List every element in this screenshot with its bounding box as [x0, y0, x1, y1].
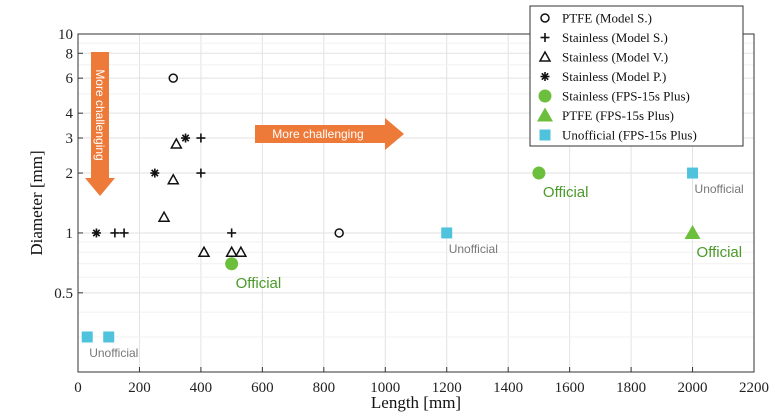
unofficial-annotation: Unofficial — [695, 182, 744, 196]
official-annotation: Official — [697, 244, 743, 261]
arrow-label-right: More challenging — [272, 127, 363, 141]
legend-marker — [537, 107, 553, 122]
arrow-label-down: More challenging — [93, 69, 107, 160]
legend-box — [529, 5, 744, 147]
y-tick-label: 6 — [66, 71, 74, 87]
y-tick-label: 3 — [66, 131, 74, 147]
y-tick-label: 8 — [66, 46, 74, 62]
plot-frame — [77, 33, 755, 373]
official-annotation: Official — [543, 184, 589, 201]
legend-label: Stainless (FPS-15s Plus) — [562, 89, 690, 104]
asterisk-stroke — [181, 134, 190, 142]
data-point-series-2 — [166, 173, 180, 185]
y-tick-label: 4 — [66, 106, 74, 122]
x-tick-label: 1600 — [555, 380, 585, 396]
unofficial-annotation: Unofficial — [89, 346, 138, 360]
unofficial-annotation: Unofficial — [449, 242, 498, 256]
data-point-series-4 — [225, 257, 239, 271]
data-point-series-5 — [684, 224, 701, 239]
data-point-series-2 — [197, 245, 211, 257]
x-tick-label: 800 — [313, 380, 336, 396]
data-point-series-6 — [81, 331, 93, 343]
data-point-series-3 — [91, 228, 101, 238]
data-point-series-2 — [157, 210, 171, 222]
y-tick-label: 2 — [66, 166, 74, 182]
legend-marker — [540, 13, 550, 23]
legend-label: Unofficial (FPS-15s Plus) — [562, 128, 697, 143]
y-tick-label: 10 — [58, 27, 73, 43]
x-tick-label: 600 — [251, 380, 274, 396]
data-point-series-6 — [687, 167, 699, 179]
data-point-series-1 — [119, 228, 129, 238]
x-axis-title: Length [mm] — [371, 393, 461, 412]
x-tick-label: 400 — [190, 380, 213, 396]
legend-marker — [538, 50, 552, 62]
data-point-series-1 — [196, 168, 206, 178]
legend-marker — [540, 33, 550, 42]
x-tick-label: 200 — [128, 380, 151, 396]
x-tick-label: 1000 — [370, 380, 400, 396]
data-point-series-3 — [181, 133, 191, 143]
y-tick-label: 0.5 — [54, 286, 73, 302]
x-tick-label: 2000 — [678, 380, 708, 396]
legend-label: PTFE (Model S.) — [562, 11, 652, 26]
asterisk-stroke — [541, 72, 549, 81]
x-tick-label: 1800 — [616, 380, 646, 396]
more-challenging-down-arrow — [85, 52, 115, 196]
data-point-series-2 — [225, 245, 238, 257]
asterisk-stroke — [151, 169, 159, 177]
asterisk-stroke — [92, 229, 101, 237]
data-point-series-2 — [170, 137, 183, 149]
legend-label: PTFE (FPS-15s Plus) — [562, 108, 674, 123]
legend-marker — [540, 72, 550, 81]
data-point-series-0 — [334, 228, 344, 238]
y-axis-title: Diameter [mm] — [27, 150, 46, 255]
data-point-series-1 — [227, 228, 237, 238]
legend-marker — [539, 129, 551, 141]
data-point-series-6 — [441, 227, 453, 239]
y-tick-label: 1 — [66, 226, 74, 242]
legend: PTFE (Model S.) Stainless (Model S.) Stain… — [529, 5, 744, 147]
x-tick-label: 1400 — [493, 380, 523, 396]
legend-label: Stainless (Model V.) — [562, 50, 668, 65]
data-point-series-1 — [110, 228, 120, 238]
data-point-series-3 — [150, 168, 160, 178]
x-tick-label: 2200 — [739, 380, 769, 396]
legend-label: Stainless (Model S.) — [562, 30, 668, 45]
legend-marker — [538, 89, 552, 103]
legend-label: Stainless (Model P.) — [562, 69, 666, 84]
official-annotation: Official — [236, 275, 282, 292]
data-point-series-6 — [103, 331, 115, 343]
x-tick-label: 1200 — [432, 380, 462, 396]
data-point-series-1 — [196, 133, 206, 143]
x-tick-label: 0 — [74, 380, 82, 396]
more-challenging-right-arrow — [255, 118, 404, 150]
data-point-series-2 — [234, 245, 248, 257]
data-point-series-4 — [532, 166, 546, 180]
data-point-series-0 — [168, 73, 179, 83]
